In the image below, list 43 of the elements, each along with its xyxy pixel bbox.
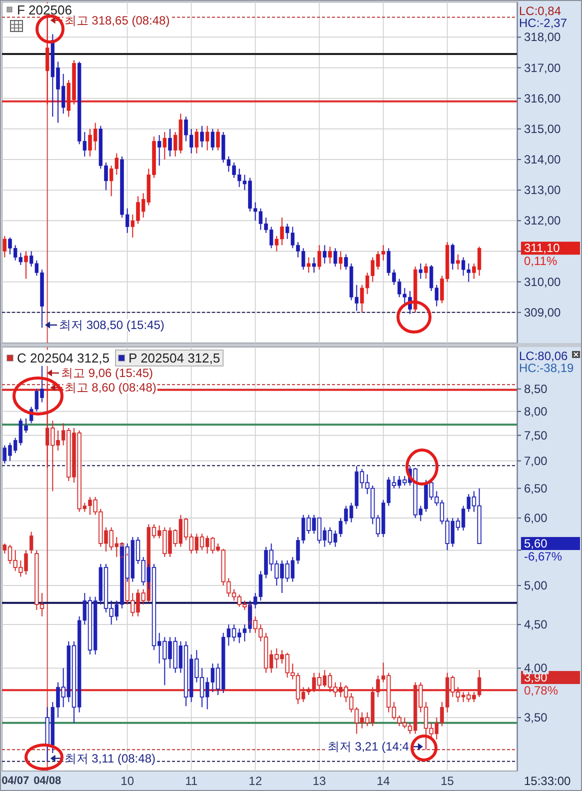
legend-item: P 202504 312,5	[115, 350, 224, 366]
x-tick-label: 13	[312, 774, 326, 788]
text: HC:-2,37	[519, 16, 568, 30]
y-tick-label: 316,00	[524, 91, 562, 106]
y-tick-label: 5,00	[524, 578, 548, 592]
text: LC:0,84	[519, 4, 562, 18]
x-tick-label: 10	[120, 774, 134, 788]
value-label: 311,10 0,11%	[521, 241, 580, 268]
y-tick-label: 6,50	[524, 481, 548, 496]
y-tick-label: 4,50	[524, 618, 548, 632]
annotation: 최저 3,11 (08:48)	[64, 751, 156, 766]
y-tick-label: 317,00	[524, 60, 562, 75]
y-tick-label: 7,50	[524, 428, 548, 442]
text: 15:33:00	[524, 774, 572, 788]
annotation: 최고 9,06 (15:45)	[61, 366, 154, 380]
text: LC:80,06	[519, 349, 568, 363]
x-tick-label: 12	[248, 774, 262, 788]
y-tick-label: 8,00	[524, 404, 548, 418]
annotation: 최저 3,21 (14:4	[328, 740, 410, 754]
x-tick-label: 14	[376, 774, 390, 788]
legend-label: P 202504 312,5	[128, 350, 220, 366]
x-tick-label: 11	[185, 774, 198, 788]
x-tick-label: 15	[440, 774, 454, 788]
x-tick-label: 04/08	[34, 775, 62, 787]
y-tick-label: 314,00	[524, 152, 562, 166]
y-tick-label: 3,50	[524, 710, 548, 725]
x-tick-label: 04/07	[2, 775, 30, 787]
annotation: 최고 8,60 (08:48)	[64, 380, 156, 395]
y-tick-label: 8,50	[524, 382, 548, 396]
value-label: 5,60 -6,67%	[521, 536, 580, 564]
legend-label: C 202504 312,5	[17, 350, 110, 366]
y-tick-label: 7,00	[524, 454, 548, 468]
y-tick-label: 318,00	[524, 30, 562, 44]
y-tick-label: 313,00	[524, 183, 562, 198]
text: HC:-38,19	[519, 361, 574, 375]
y-tick-label: 309,00	[524, 305, 562, 320]
y-tick-label: 312,00	[524, 214, 562, 228]
y-tick-label: 6,00	[524, 510, 548, 525]
annotation: 최저 308,50 (15:45)	[59, 318, 164, 332]
chart-title: F 202506	[17, 2, 72, 18]
annotation: 최고 318,65 (08:48)	[64, 13, 170, 28]
y-tick-label: 310,00	[524, 274, 562, 289]
y-tick-label: 315,00	[524, 122, 562, 136]
